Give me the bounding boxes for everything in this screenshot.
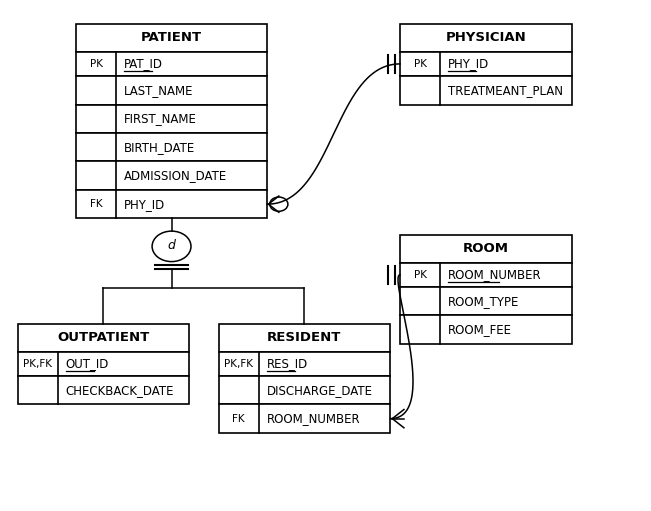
Text: OUTPATIENT: OUTPATIENT <box>57 331 150 344</box>
Text: FK: FK <box>232 413 245 424</box>
Text: DISCHARGE_DATE: DISCHARGE_DATE <box>266 384 372 397</box>
Text: ROOM: ROOM <box>463 242 509 256</box>
Text: ROOM_NUMBER: ROOM_NUMBER <box>448 268 542 282</box>
Bar <box>18 376 189 404</box>
Bar <box>400 24 572 52</box>
Bar <box>400 263 572 287</box>
Text: FK: FK <box>90 199 102 209</box>
Text: RES_ID: RES_ID <box>266 357 308 370</box>
Text: PK,FK: PK,FK <box>23 359 52 369</box>
Text: RESIDENT: RESIDENT <box>268 331 342 344</box>
Text: BIRTH_DATE: BIRTH_DATE <box>124 141 195 154</box>
Text: PHYSICIAN: PHYSICIAN <box>445 32 526 44</box>
Bar <box>400 287 572 315</box>
Bar <box>219 376 391 404</box>
Text: ADMISSION_DATE: ADMISSION_DATE <box>124 169 227 182</box>
Text: CHECKBACK_DATE: CHECKBACK_DATE <box>66 384 174 397</box>
Bar <box>76 52 267 76</box>
Bar <box>400 76 572 105</box>
Bar <box>76 105 267 133</box>
Text: d: d <box>167 239 176 252</box>
Bar <box>219 352 391 376</box>
Text: ROOM_FEE: ROOM_FEE <box>448 323 512 336</box>
Text: PK,FK: PK,FK <box>224 359 253 369</box>
Bar <box>219 404 391 433</box>
Bar <box>219 324 391 352</box>
Text: PAT_ID: PAT_ID <box>124 57 163 71</box>
Bar <box>76 190 267 218</box>
Text: PHY_ID: PHY_ID <box>448 57 490 71</box>
Text: ROOM_TYPE: ROOM_TYPE <box>448 295 519 308</box>
Bar <box>18 324 189 352</box>
Bar <box>76 133 267 161</box>
Text: TREATMEANT_PLAN: TREATMEANT_PLAN <box>448 84 563 97</box>
Bar <box>400 52 572 76</box>
Bar <box>400 315 572 344</box>
Bar <box>76 161 267 190</box>
Bar <box>76 76 267 105</box>
Bar <box>18 352 189 376</box>
Text: OUT_ID: OUT_ID <box>66 357 109 370</box>
Text: ROOM_NUMBER: ROOM_NUMBER <box>266 412 360 425</box>
Bar <box>76 24 267 52</box>
Text: PATIENT: PATIENT <box>141 32 202 44</box>
Bar <box>400 235 572 263</box>
Text: LAST_NAME: LAST_NAME <box>124 84 193 97</box>
Text: FIRST_NAME: FIRST_NAME <box>124 112 197 125</box>
Text: PK: PK <box>413 270 426 280</box>
Text: PK: PK <box>413 59 426 69</box>
Text: PHY_ID: PHY_ID <box>124 198 165 211</box>
Text: PK: PK <box>90 59 102 69</box>
